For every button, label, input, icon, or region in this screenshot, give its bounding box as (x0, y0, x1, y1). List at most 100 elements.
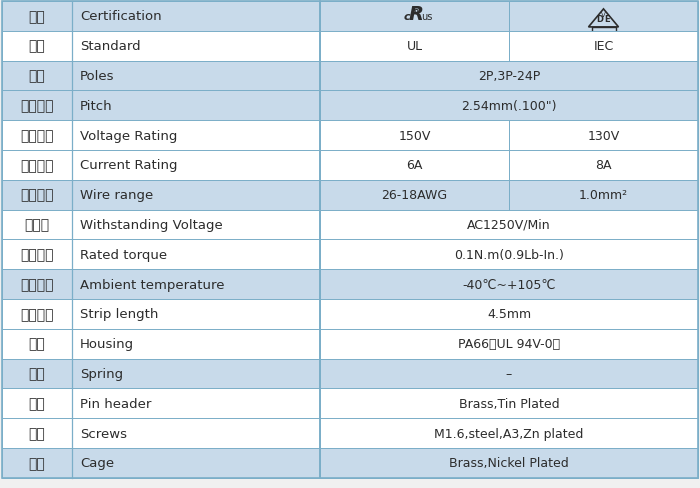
Bar (320, 210, 698, 240)
Bar (509, 2, 698, 32)
Text: V: V (601, 12, 606, 18)
Text: PA66（UL 94V-0）: PA66（UL 94V-0） (458, 338, 560, 350)
Bar (320, 2, 698, 478)
Bar (320, 32, 509, 61)
Text: 1.0mm²: 1.0mm² (579, 189, 628, 202)
Text: Voltage Rating: Voltage Rating (80, 129, 177, 142)
Bar (320, 61, 698, 91)
Text: –: – (506, 367, 512, 380)
Bar (72, 418, 320, 448)
Bar (2, 329, 72, 359)
Text: 焊脚: 焊脚 (29, 396, 46, 410)
Bar (2, 388, 72, 418)
Bar (509, 181, 698, 210)
Text: 2.54mm(.100"): 2.54mm(.100") (461, 100, 556, 113)
Text: IEC: IEC (594, 40, 614, 53)
Bar (320, 151, 509, 181)
Bar (72, 448, 320, 478)
Bar (72, 151, 320, 181)
Text: Screws: Screws (80, 427, 127, 440)
Bar (72, 121, 320, 151)
Bar (2, 418, 72, 448)
Bar (320, 388, 698, 418)
Bar (2, 61, 72, 91)
Bar (72, 240, 320, 270)
Text: 弹片: 弹片 (29, 367, 46, 381)
Bar (509, 151, 698, 181)
Bar (2, 448, 72, 478)
Bar (320, 418, 698, 448)
Bar (72, 270, 320, 299)
Bar (2, 32, 72, 61)
Bar (320, 91, 698, 121)
Text: 150V: 150V (398, 129, 430, 142)
Text: AC1250V/Min: AC1250V/Min (467, 219, 551, 231)
Text: 极数: 极数 (29, 69, 46, 83)
Text: 环境温度: 环境温度 (20, 278, 54, 291)
Bar (320, 240, 698, 270)
Text: Ambient temperature: Ambient temperature (80, 278, 225, 291)
Text: 额定扈矩: 额定扈矩 (20, 248, 54, 262)
Text: D: D (596, 15, 603, 24)
Bar (72, 388, 320, 418)
Text: 产品间距: 产品间距 (20, 99, 54, 113)
Text: Standard: Standard (80, 40, 141, 53)
Text: 耗电压: 耗电压 (25, 218, 50, 232)
Bar (2, 91, 72, 121)
Bar (72, 210, 320, 240)
Text: Withstanding Voltage: Withstanding Voltage (80, 219, 223, 231)
Bar (320, 329, 698, 359)
Text: E: E (605, 15, 610, 24)
Bar (509, 121, 698, 151)
Bar (2, 151, 72, 181)
Bar (509, 32, 698, 61)
Text: R: R (409, 5, 424, 24)
Bar (320, 2, 509, 32)
Bar (320, 448, 698, 478)
Bar (2, 299, 72, 329)
Text: 2P,3P-24P: 2P,3P-24P (478, 70, 540, 83)
Text: 8A: 8A (595, 159, 612, 172)
Bar (2, 240, 72, 270)
Text: Wire range: Wire range (80, 189, 153, 202)
Text: UL: UL (407, 40, 423, 53)
Text: 剞线长度: 剞线长度 (20, 307, 54, 321)
Bar (72, 2, 320, 32)
Text: 联丝: 联丝 (29, 426, 46, 440)
Bar (72, 359, 320, 388)
Text: Rated torque: Rated torque (80, 248, 167, 261)
Bar (592, 28, 615, 33)
Bar (320, 270, 698, 299)
Text: Spring: Spring (80, 367, 123, 380)
Text: 认证: 认证 (29, 10, 46, 24)
Text: Housing: Housing (80, 338, 134, 350)
Bar (72, 329, 320, 359)
Text: 额定电流: 额定电流 (20, 159, 54, 173)
Text: Poles: Poles (80, 70, 115, 83)
Text: 0.1N.m(0.9Lb-In.): 0.1N.m(0.9Lb-In.) (454, 248, 564, 261)
Bar (2, 2, 320, 478)
Text: Pitch: Pitch (80, 100, 113, 113)
Text: 6A: 6A (406, 159, 423, 172)
Bar (320, 181, 509, 210)
Bar (320, 299, 698, 329)
Bar (2, 2, 72, 32)
Text: Brass,Tin Plated: Brass,Tin Plated (458, 397, 559, 410)
Bar (320, 121, 509, 151)
Text: 标准: 标准 (29, 40, 46, 54)
Bar (72, 181, 320, 210)
Text: Certification: Certification (80, 10, 162, 23)
Text: 26-18AWG: 26-18AWG (382, 189, 447, 202)
Text: c: c (403, 12, 410, 22)
Text: M1.6,steel,A3,Zn plated: M1.6,steel,A3,Zn plated (434, 427, 584, 440)
Text: Current Rating: Current Rating (80, 159, 178, 172)
Text: Cage: Cage (80, 456, 114, 469)
Text: 塑件: 塑件 (29, 337, 46, 351)
Bar (2, 210, 72, 240)
Bar (72, 299, 320, 329)
Bar (320, 359, 698, 388)
Text: Strip length: Strip length (80, 308, 158, 321)
Bar (2, 359, 72, 388)
Bar (2, 121, 72, 151)
Text: us: us (421, 12, 432, 22)
